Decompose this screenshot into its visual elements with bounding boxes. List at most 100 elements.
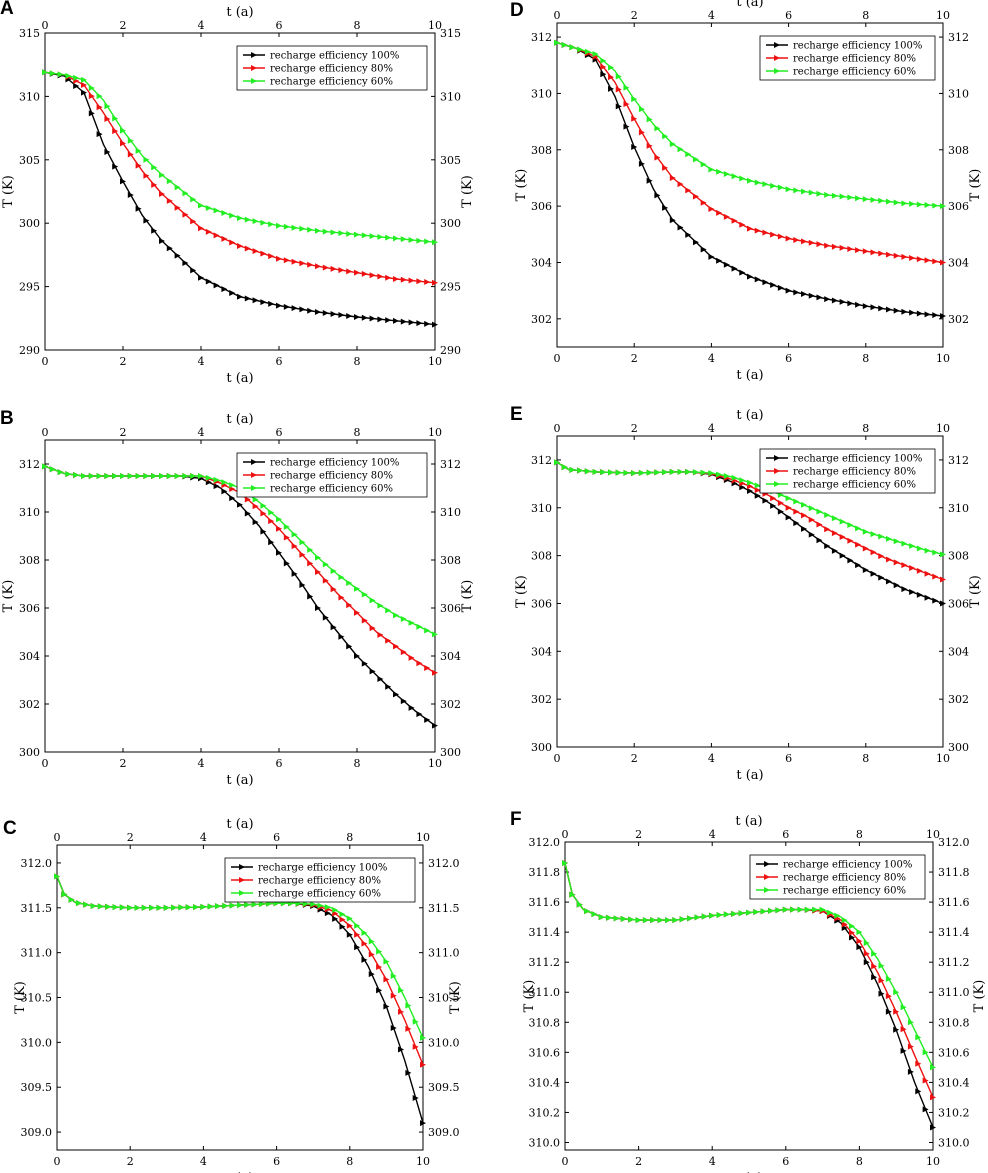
series-marker [801, 188, 808, 195]
series-marker [299, 225, 306, 232]
series-marker [662, 164, 669, 171]
series-marker [42, 463, 48, 470]
series-marker [376, 964, 383, 970]
series-marker [213, 232, 220, 239]
series-marker [408, 277, 415, 284]
series-marker [731, 474, 738, 481]
legend: recharge efficiency 100% recharge efficie… [759, 448, 936, 494]
series-marker [909, 309, 916, 316]
y-tick-label-right: 311.8 [938, 866, 970, 879]
series-marker [268, 300, 275, 307]
series-marker [252, 297, 259, 304]
series-marker [73, 74, 80, 81]
series-marker [716, 471, 723, 478]
y-tick-label-right: 312 [948, 454, 969, 467]
series-marker [793, 508, 800, 515]
series-marker [922, 1077, 929, 1084]
series-marker [307, 546, 314, 553]
series-marker [885, 993, 892, 1000]
y-tick-label: 310.2 [529, 1106, 561, 1119]
series-marker [554, 459, 560, 466]
series-marker [127, 192, 134, 199]
y-tick-label-right: 304 [948, 256, 969, 269]
x-axis-label-top: t (a) [226, 817, 253, 832]
x-tick-label: 4 [198, 355, 205, 368]
series-marker [398, 1008, 405, 1015]
series-marker [260, 528, 267, 535]
series-marker [646, 469, 653, 476]
series-marker [669, 217, 676, 224]
x-axis-label-top: t (a) [226, 5, 253, 20]
series-marker [692, 156, 699, 163]
x-tick-label: 10 [936, 352, 950, 365]
series-marker [182, 190, 189, 197]
series-marker [924, 547, 931, 554]
series-marker [258, 901, 265, 908]
y-tick-label: 306 [531, 597, 552, 610]
series-marker [283, 560, 290, 567]
series-marker [229, 902, 236, 909]
y-tick-label: 310 [531, 87, 552, 100]
series-marker [569, 891, 576, 898]
x-tick-label: 4 [708, 752, 715, 765]
series-marker [416, 623, 423, 630]
y-tick-label-right: 311.2 [938, 956, 970, 969]
x-axis-label: t (a) [735, 1171, 762, 1173]
series-marker [692, 239, 699, 246]
series-marker [855, 247, 862, 254]
x-tick-label-top: 0 [42, 19, 49, 32]
series-marker [591, 911, 598, 918]
series-marker [932, 597, 939, 604]
series-marker [190, 218, 197, 225]
series-marker [405, 1025, 412, 1032]
y-tick-label: 309.0 [21, 1126, 53, 1139]
legend-label: recharge efficiency 80% [270, 471, 393, 482]
legend-marker [774, 468, 780, 474]
series-marker [143, 473, 150, 479]
series-marker [770, 282, 777, 289]
series-marker [330, 265, 337, 272]
series-marker [398, 1046, 405, 1053]
series-marker [361, 940, 368, 947]
series-marker [315, 605, 321, 611]
legend-marker [251, 472, 257, 478]
series-marker [592, 468, 599, 475]
x-tick-label-top: 0 [554, 422, 561, 435]
series-marker [584, 48, 591, 55]
series-marker [174, 204, 181, 211]
series-marker [893, 538, 900, 545]
x-tick-label-top: 8 [354, 19, 361, 32]
series-marker [221, 488, 228, 495]
y-tick-label-right: 304 [440, 650, 461, 663]
series-marker [731, 173, 738, 180]
series-marker [283, 257, 290, 264]
series-marker [424, 627, 431, 634]
series-marker [112, 473, 119, 479]
series-marker [354, 314, 360, 321]
series-line-2 [44, 71, 436, 284]
x-tick-label: 2 [127, 1155, 134, 1168]
series-marker [831, 515, 838, 522]
x-axis-label-top: t (a) [226, 412, 253, 427]
y-tick-label-right: 300 [440, 217, 461, 230]
series-marker [159, 473, 165, 479]
series-marker [283, 223, 290, 230]
series-marker [775, 907, 782, 914]
series-marker [855, 195, 862, 202]
legend-label: recharge efficiency 80% [258, 876, 381, 887]
series-marker [424, 716, 431, 723]
series-marker [322, 309, 329, 316]
y-tick-label: 310.0 [21, 1036, 53, 1049]
series-marker [615, 469, 622, 476]
chart-panel-f: F 0 0 2 2 4 4 6 6 8 8 10 10 310.0 310.0 310.2 310.2 310.4… [510, 809, 987, 1173]
series-marker [81, 81, 87, 88]
legend-label: recharge efficiency 60% [783, 886, 906, 897]
series-marker [831, 547, 838, 554]
series-marker [723, 261, 730, 268]
y-tick-label: 310 [19, 506, 40, 519]
series-marker [222, 902, 229, 909]
y-tick-label-right: 304 [948, 645, 969, 658]
series-marker [393, 643, 399, 650]
series-marker [878, 990, 885, 997]
